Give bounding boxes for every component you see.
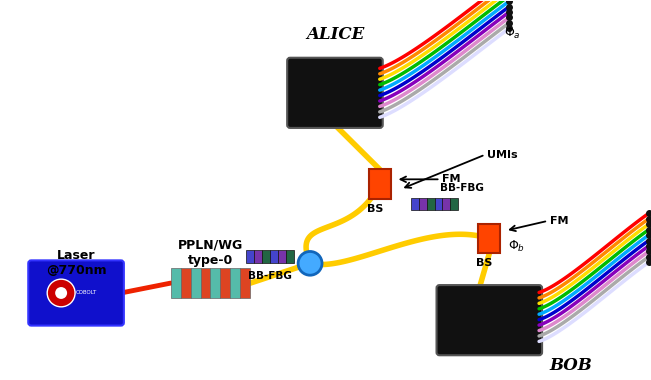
Text: BS: BS [367, 204, 383, 214]
Text: COBOLT: COBOLT [76, 290, 96, 296]
Bar [478, 224, 500, 253]
Bar [286, 250, 294, 263]
Bar [180, 268, 191, 298]
Text: BB-FBG: BB-FBG [439, 183, 484, 193]
Bar [426, 198, 434, 211]
Text: UMIs: UMIs [488, 150, 518, 160]
Bar [171, 268, 180, 298]
Bar [450, 198, 458, 211]
Bar [443, 198, 450, 211]
Bar [221, 268, 230, 298]
Text: $\Phi_a$: $\Phi_a$ [505, 26, 521, 41]
Text: BOB: BOB [549, 357, 592, 374]
Circle shape [55, 287, 67, 299]
FancyBboxPatch shape [28, 260, 124, 326]
Bar [201, 268, 210, 298]
Bar [270, 250, 278, 263]
Text: BB-FBG: BB-FBG [248, 271, 292, 281]
Bar [210, 268, 221, 298]
Bar [246, 250, 255, 263]
Bar [255, 250, 262, 263]
Text: BS: BS [476, 258, 493, 268]
Bar [369, 169, 391, 199]
Text: Laser
@770nm: Laser @770nm [46, 249, 106, 277]
Bar [411, 198, 419, 211]
Text: FM: FM [550, 216, 568, 226]
FancyBboxPatch shape [437, 285, 542, 355]
Circle shape [47, 279, 75, 307]
Bar [419, 198, 426, 211]
Bar [240, 268, 251, 298]
Bar [278, 250, 286, 263]
Text: $\Phi_b$: $\Phi_b$ [508, 239, 525, 254]
Text: ALICE: ALICE [306, 26, 364, 43]
Circle shape [298, 252, 322, 275]
Bar [191, 268, 201, 298]
Bar [262, 250, 270, 263]
Bar [434, 198, 443, 211]
Text: PPLN/WG
type-0: PPLN/WG type-0 [178, 239, 243, 267]
Bar [230, 268, 240, 298]
Text: FM: FM [443, 174, 461, 184]
FancyBboxPatch shape [287, 58, 383, 128]
